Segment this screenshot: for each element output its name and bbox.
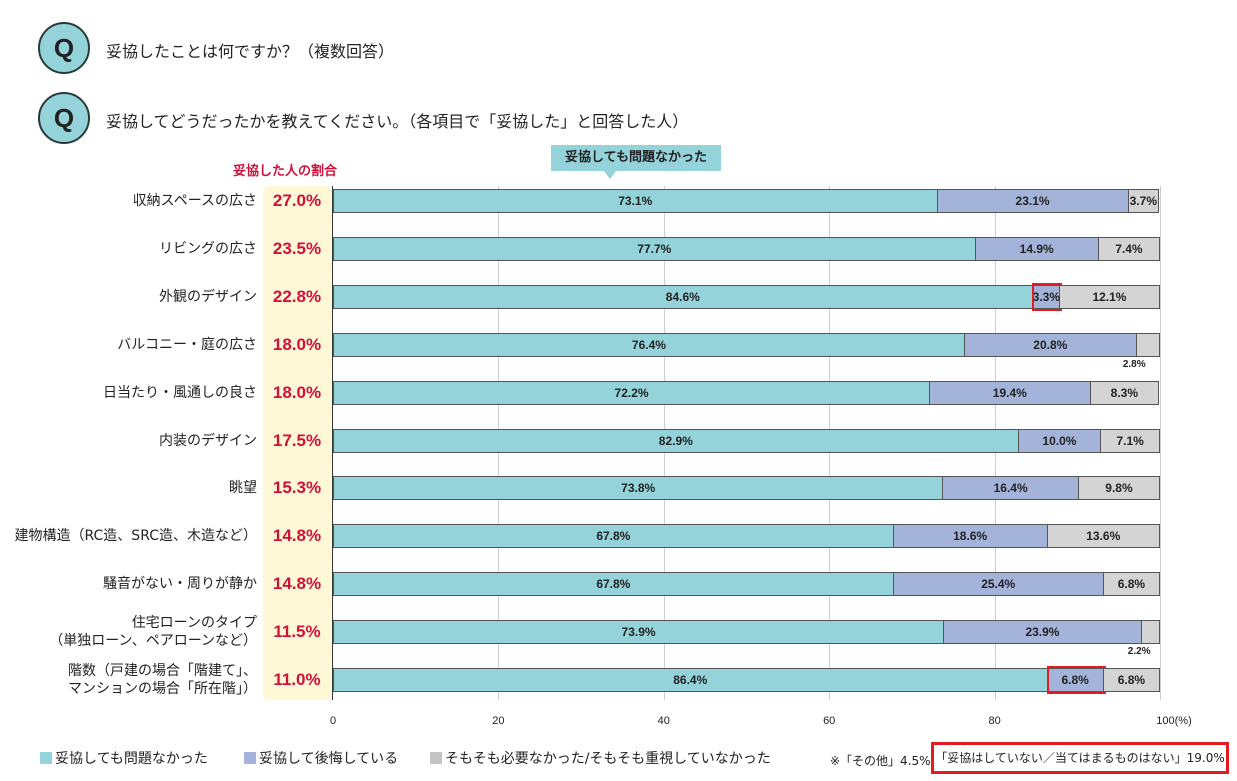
- bar-segment: 3.7%: [1128, 189, 1160, 213]
- data-label: 2.2%: [1127, 646, 1151, 658]
- bar-segment: 16.4%: [943, 476, 1079, 501]
- bar-segment: 7.4%: [1098, 236, 1160, 261]
- legend-label: そもそも必要なかった/そもそも重視していなかった: [445, 751, 771, 767]
- bar-segment: 20.8%: [964, 332, 1137, 357]
- gridline: [1160, 186, 1161, 700]
- bar-segment: 14.9%: [975, 236, 1099, 261]
- q-badge-2: Q: [38, 92, 90, 144]
- bar-segment: 6.8%: [1103, 572, 1160, 597]
- rate-value: 14.8%: [272, 526, 322, 546]
- rate-value: 27.0%: [272, 191, 322, 210]
- bar-segment: 76.4%: [333, 332, 965, 357]
- note-prefix: ※「その他」4.5%: [830, 754, 931, 768]
- category-label: 外観のデザイン: [159, 288, 257, 305]
- rate-value: 11.0%: [273, 670, 321, 689]
- category-label: 日当たり・風通しの良さ: [103, 384, 257, 401]
- bar-segment: 72.2%: [333, 380, 931, 405]
- bar-segment: 9.8%: [1078, 476, 1160, 501]
- bar-segment: 73.1%: [333, 189, 938, 213]
- bar-segment: 19.4%: [930, 380, 1091, 405]
- question-1: 妥協したことは何ですか？（複数回答）: [106, 42, 395, 61]
- rate-value: 23.5%: [272, 238, 322, 258]
- bar-segment: [1136, 332, 1160, 357]
- x-tick-label: 100(%): [1156, 715, 1192, 727]
- bar-segment: 25.4%: [893, 572, 1104, 597]
- bar-segment: 67.8%: [333, 572, 894, 597]
- bar-segment: 6.8%: [1047, 668, 1104, 692]
- q-badge-1: Q: [38, 22, 90, 74]
- bar-segment: 23.9%: [944, 620, 1142, 645]
- bar-segment: 13.6%: [1047, 524, 1160, 549]
- x-tick-label: 40: [657, 715, 670, 727]
- category-label: 眺望: [229, 480, 257, 497]
- rate-value: 11.5%: [273, 622, 321, 642]
- callout-pointer: [604, 171, 616, 179]
- bar-segment: 67.8%: [333, 524, 894, 549]
- category-label: リビングの広さ: [159, 240, 257, 257]
- category-label: 内装のデザイン: [159, 432, 257, 449]
- legend-item-1: 妥協して後悔している: [244, 748, 398, 768]
- legend-label: 妥協しても問題なかった: [55, 751, 208, 767]
- bar-segment: 73.9%: [333, 620, 945, 645]
- rate-value: 22.8%: [272, 286, 322, 306]
- highlight-box: [1031, 282, 1062, 311]
- x-tick-label: 60: [823, 715, 836, 727]
- y-axis: [332, 186, 333, 700]
- bar-segment: 84.6%: [333, 284, 1033, 309]
- question-2: 妥協してどうだったかを教えてください。（各項目で「妥協した」と回答した人）: [106, 112, 689, 131]
- legend-swatch: [430, 752, 442, 764]
- rate-value: 17.5%: [272, 430, 322, 450]
- bar-segment: 77.7%: [333, 236, 976, 261]
- rate-value: 14.8%: [272, 574, 322, 594]
- data-label: 2.8%: [1122, 358, 1146, 370]
- rate-value: 15.3%: [272, 478, 322, 498]
- bar-segment: 12.1%: [1059, 284, 1160, 309]
- bar-segment: 3.3%: [1032, 284, 1060, 309]
- bar-segment: 86.4%: [333, 668, 1048, 692]
- category-label: 収納スペースの広さ: [132, 193, 257, 209]
- legend-swatch: [40, 752, 52, 764]
- bar-segment: 73.8%: [333, 476, 944, 501]
- bar-segment: 18.6%: [893, 524, 1048, 549]
- legend-item-0: 妥協しても問題なかった: [40, 748, 208, 768]
- callout: 妥協しても問題なかった: [551, 145, 721, 171]
- bar-segment: 7.1%: [1101, 428, 1160, 453]
- category-label: 階数（戸建の場合「階建て」、 マンションの場合「所在階」）: [68, 663, 257, 697]
- rate-column-bg: [263, 186, 331, 700]
- x-tick-label: 80: [988, 715, 1001, 727]
- bar-segment: 8.3%: [1090, 380, 1160, 405]
- legend-item-2: そもそも必要なかった/そもそも重視していなかった: [430, 748, 771, 768]
- highlight-box: [1046, 666, 1106, 694]
- x-tick-label: 20: [492, 715, 505, 727]
- bar-segment: 82.9%: [333, 428, 1019, 453]
- rate-value: 18.0%: [272, 382, 322, 402]
- rate-value: 18.0%: [272, 334, 322, 354]
- rate-header: 妥協した人の割合: [233, 164, 338, 179]
- category-label: バルコニー・庭の広さ: [117, 336, 257, 353]
- bar-segment: [1141, 620, 1160, 645]
- x-tick-label: 0: [329, 715, 337, 727]
- legend-label: 妥協して後悔している: [259, 751, 399, 767]
- bar-segment: 10.0%: [1018, 428, 1102, 453]
- category-label: 騒音がない・周りが静か: [103, 576, 257, 593]
- note-boxed: 「妥協はしていない／当てはまるものはない」19.0%: [931, 742, 1229, 774]
- legend-swatch: [244, 752, 256, 764]
- bar-segment: 6.8%: [1103, 668, 1160, 692]
- category-label: 住宅ローンのタイプ （単独ローン、ペアローンなど）: [49, 615, 257, 650]
- bar-segment: 23.1%: [937, 189, 1129, 213]
- category-label: 建物構造（RC造、SRC造、木造など）: [14, 528, 258, 545]
